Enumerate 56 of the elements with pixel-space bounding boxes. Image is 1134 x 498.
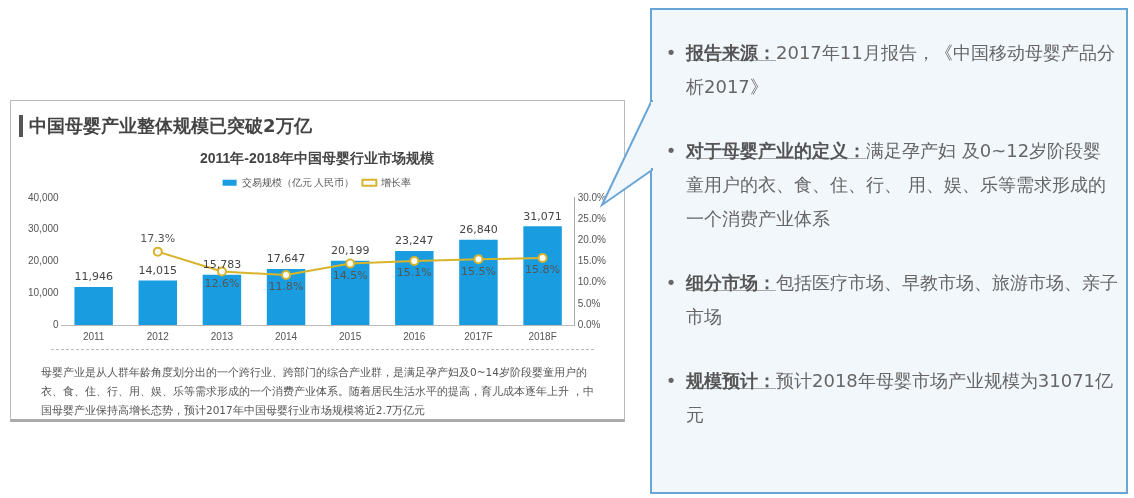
x-tick-label: 2016 xyxy=(403,330,426,342)
y2-tick-label: 10.0% xyxy=(577,276,607,288)
point xyxy=(409,255,420,266)
y2-tick-label: 5.0% xyxy=(577,297,601,309)
data-label: 20,199 xyxy=(330,244,370,258)
data-label: 15.1% xyxy=(396,266,432,280)
point xyxy=(345,258,356,269)
bar xyxy=(138,280,178,325)
text: • 规模预计：预计2018年母婴市场产业规模为31071亿元 xyxy=(665,370,1114,425)
bar xyxy=(523,226,562,325)
text: • 细分市场：包括医疗市场、早教市场、旅游市场、亲子市场 xyxy=(665,272,1118,327)
y2-tick-label: 20.0% xyxy=(577,233,607,245)
text: 母婴产业是从人群年龄角度划分出的一个跨行业、跨部门的综合产业群，是满足孕产妇及0~14岁阶段婴童用户的衣、食、住、行、用、娱、乐等需求形成的一个消费产业体系。随着居民生活水平的提高，育儿成本逐年上升 ，中国母婴产业保持高增长态势，预计2017年中国母婴行业市场规模将近2.7万亿元 xyxy=(41,365,596,418)
x-tick-label: 2013 xyxy=(210,330,234,342)
data-label: 31,071 xyxy=(523,209,562,223)
x-tick-label: 2014 xyxy=(274,330,298,342)
x-tick-label: 2011 xyxy=(82,330,105,342)
bar xyxy=(459,239,498,325)
data-label: 14,015 xyxy=(138,263,178,277)
bar xyxy=(74,287,113,325)
chart-title: 中国母婴产业整体规模已突破2万亿 xyxy=(19,115,312,137)
y2-tick-label: 25.0% xyxy=(577,212,607,224)
chart-subtitle: 2011年-2018年中国母婴行业市场规模 xyxy=(199,150,436,167)
data-label: 15.8% xyxy=(525,263,561,277)
x-tick-label: 2012 xyxy=(146,330,170,342)
bar xyxy=(202,274,242,325)
y-tick-label: 40,000 xyxy=(27,191,60,203)
point xyxy=(473,254,484,265)
legend-label: 交易规模（亿元 人民币） xyxy=(241,176,355,188)
x-tick-label: 2018F xyxy=(528,330,557,342)
y-tick-label: 20,000 xyxy=(27,255,60,267)
y2-tick-label: 15.0% xyxy=(577,255,607,267)
point xyxy=(537,253,548,264)
data-label: 11,946 xyxy=(74,270,113,284)
data-label: 26,840 xyxy=(459,223,498,237)
y-tick-label: 30,000 xyxy=(27,223,60,235)
x-tick-label: 2015 xyxy=(339,330,362,342)
bar xyxy=(395,251,434,325)
data-label: 23,247 xyxy=(395,234,434,248)
text: • 对于母婴产业的定义：满足孕产妇 及0~12岁阶段婴童用户的衣、食、住、行、 用、娱、乐等需求形成的一个消费产业体系 xyxy=(664,139,1107,231)
y2-tick-label: 30.0% xyxy=(577,191,607,203)
data-label: 17,647 xyxy=(266,252,306,266)
data-label: 11.8% xyxy=(268,280,304,294)
data-label: 15.5% xyxy=(460,264,496,278)
data-label: 17.3% xyxy=(140,232,176,246)
text: • 报告来源：2017年11月报告，《中国移动母婴产品分析2017》 xyxy=(664,41,1116,99)
point xyxy=(281,269,292,280)
data-label: 12.6% xyxy=(204,276,240,290)
data-label: 14.5% xyxy=(332,268,368,282)
y2-tick-label: 0.0% xyxy=(577,318,601,330)
x-tick-label: 2017F xyxy=(464,330,493,342)
data-label: 15,783 xyxy=(202,258,242,272)
y-tick-label: 10,000 xyxy=(27,286,60,298)
y-tick-label: 0 xyxy=(53,318,60,330)
point xyxy=(152,246,163,257)
legend-label: 增长率 xyxy=(380,176,412,188)
